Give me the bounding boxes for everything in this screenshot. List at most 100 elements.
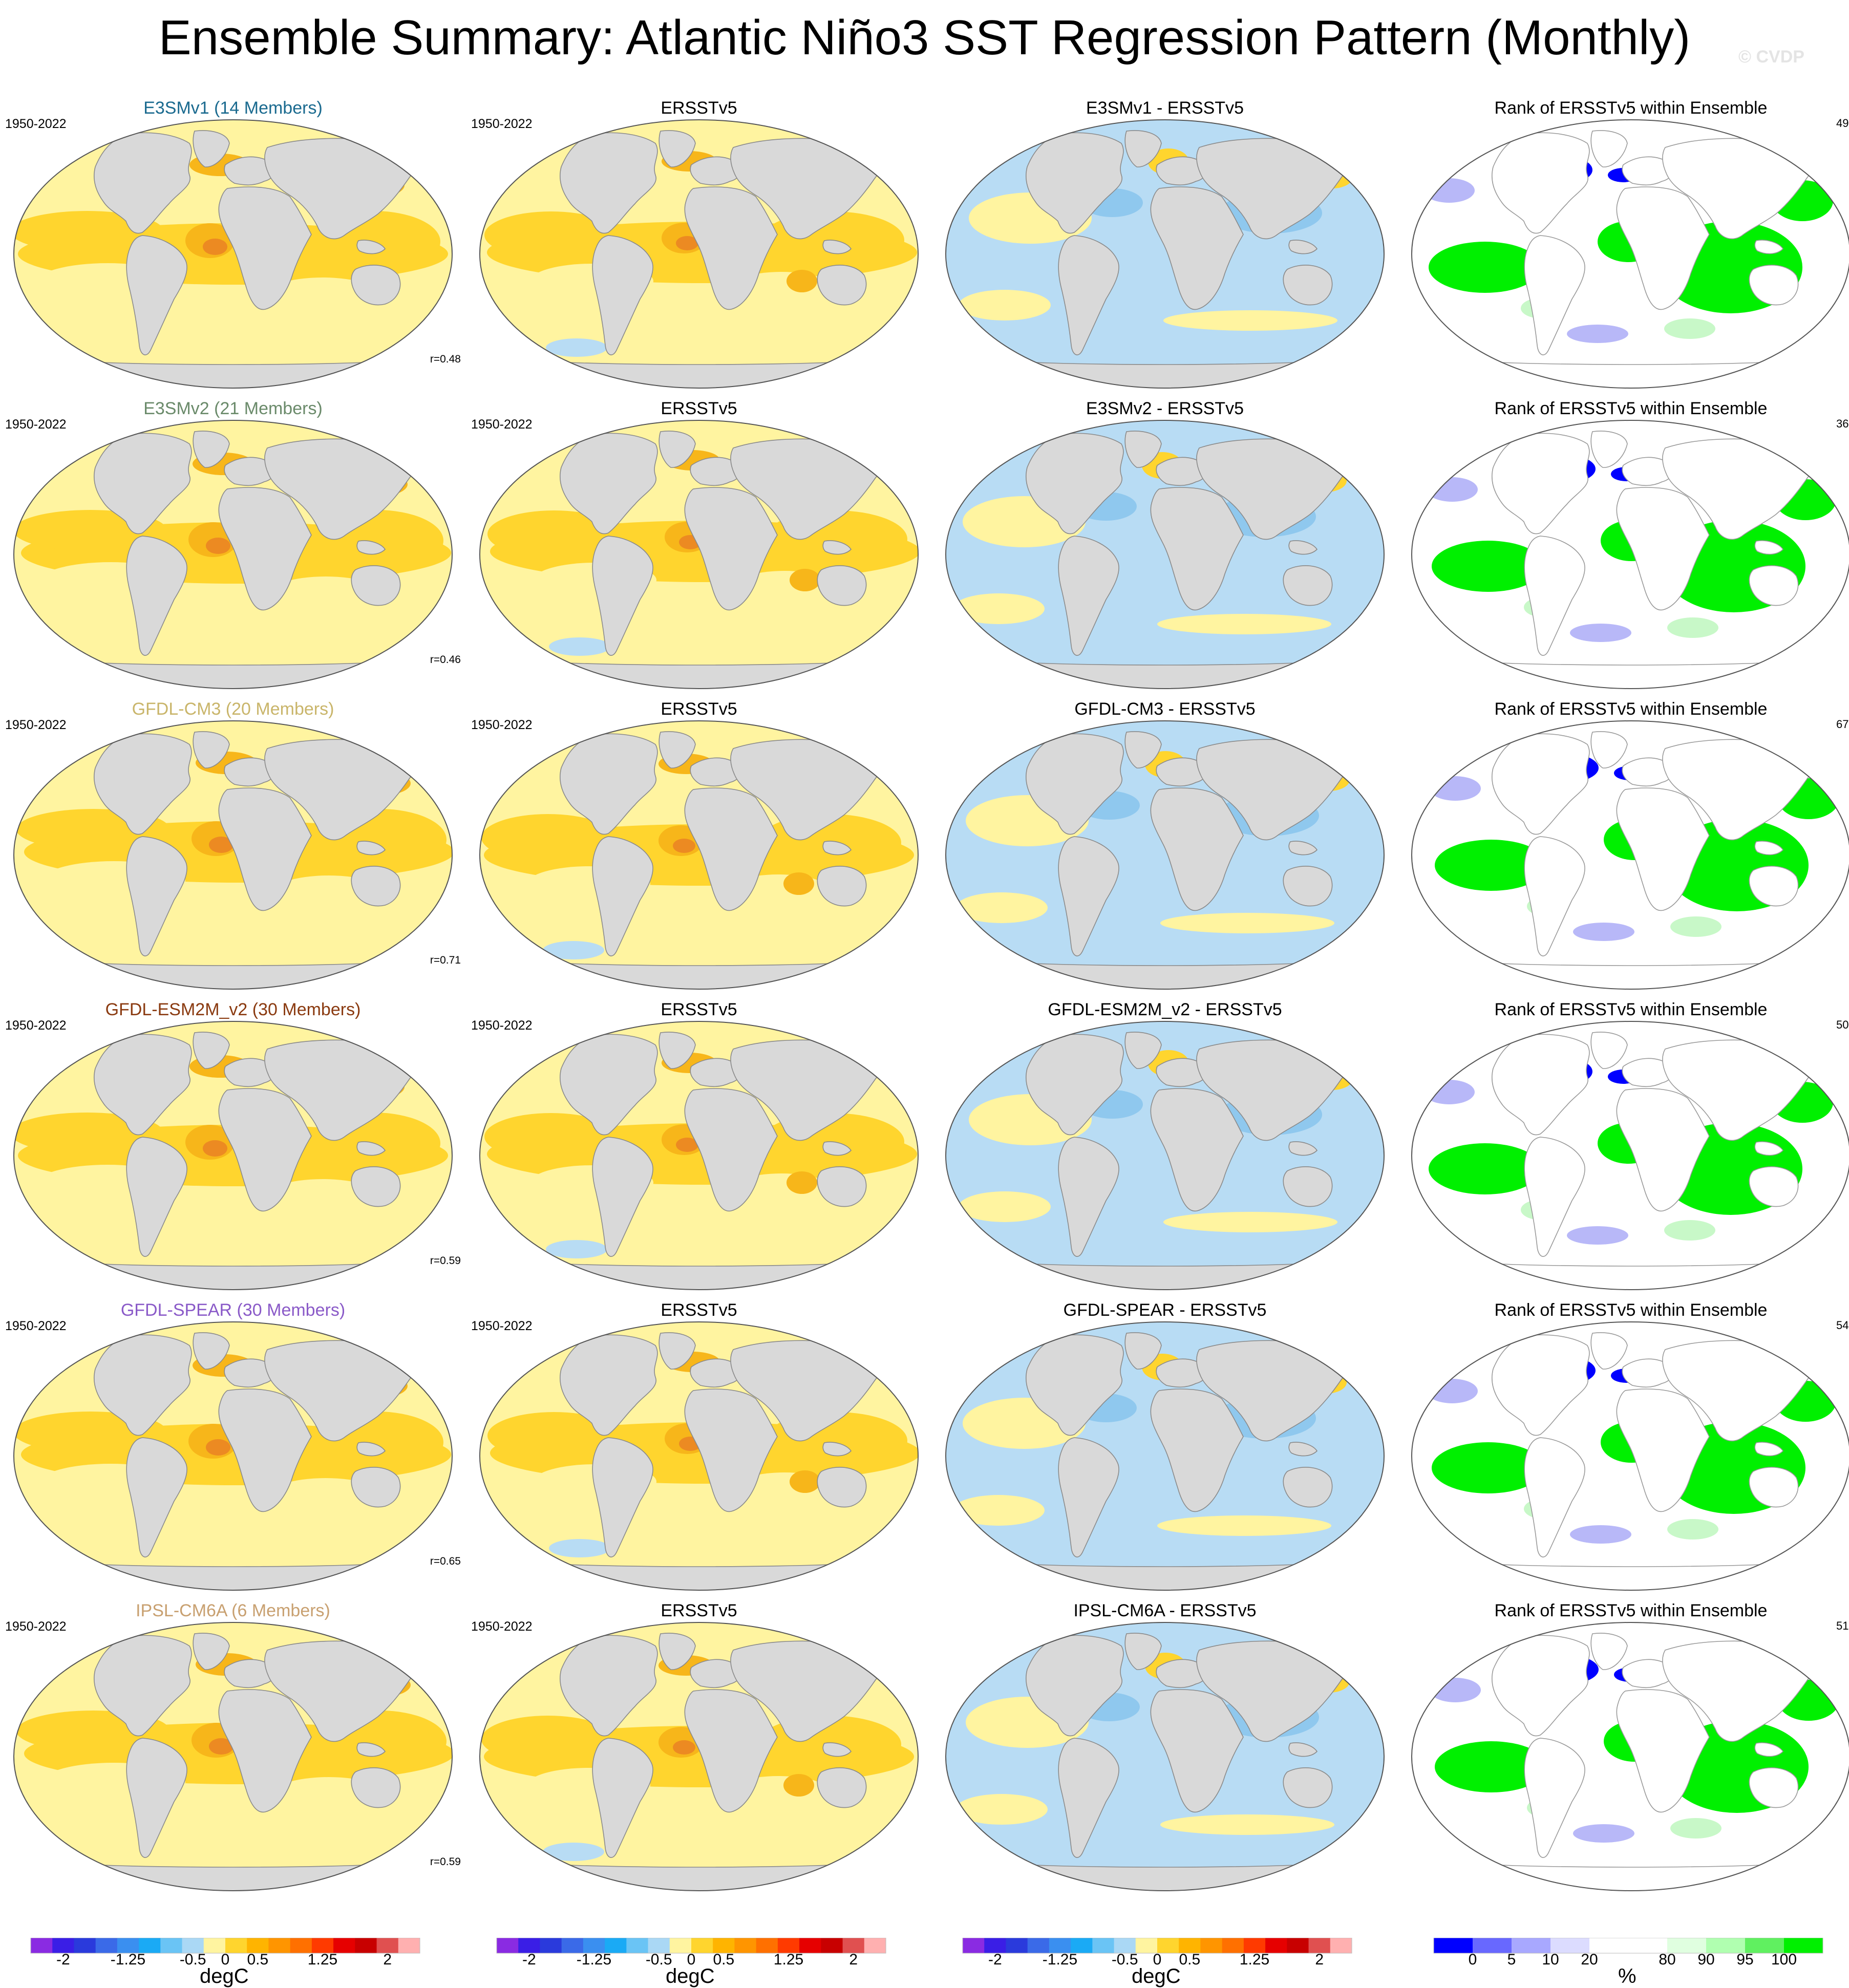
land-africa <box>1150 487 1244 611</box>
land-australia <box>351 265 401 306</box>
year-range: 1950-2022 <box>5 1018 67 1033</box>
colorbar-tick-label: 0 <box>221 1951 230 1966</box>
land-australia <box>817 866 867 907</box>
land-maritime <box>356 240 386 254</box>
field-anomaly <box>1573 923 1634 941</box>
watermark: © CVDP <box>1738 47 1804 67</box>
land-north-america <box>559 433 658 535</box>
panel-title: ERSSTv5 <box>661 1300 737 1320</box>
land-maritime <box>356 540 386 555</box>
map-border <box>945 420 1385 689</box>
world-map <box>479 1622 919 1891</box>
colorbar-units: % <box>1618 1965 1637 1987</box>
map-border <box>479 1622 919 1891</box>
rank-map-panel: Rank of ERSSTv5 within Ensemble 67% <box>1403 698 1849 998</box>
land-antarctica <box>480 1560 918 1590</box>
land-australia <box>1283 866 1333 907</box>
colorbar-swatch <box>1667 1938 1707 1953</box>
colorbar-swatch <box>1135 1938 1158 1953</box>
field-anomaly <box>959 1191 1051 1222</box>
colorbar: -2 -1.25 -0.5 0 0.5 1.25 2 <box>496 1938 886 1966</box>
field-anomaly <box>549 1539 610 1557</box>
land-antarctica <box>480 358 918 388</box>
land-maritime <box>356 1442 386 1457</box>
colorbar-units: degC <box>200 1965 249 1987</box>
field-anomaly <box>1435 840 1547 891</box>
land-south-america <box>126 1738 187 1858</box>
colorbar-swatch <box>1308 1938 1331 1953</box>
pattern-correlation: r=0.59 <box>430 1856 461 1868</box>
land-south-america <box>1058 836 1119 956</box>
land-north-america <box>559 132 658 234</box>
colorbar-swatch <box>561 1938 584 1953</box>
map-border <box>1411 1321 1849 1591</box>
panel-title: IPSL-CM6A (6 Members) <box>136 1601 330 1620</box>
land-south-america <box>592 1437 653 1557</box>
map-border <box>1411 420 1849 689</box>
field-anomaly <box>543 941 604 959</box>
pattern-correlation: r=0.65 <box>430 1555 461 1567</box>
field-anomaly <box>546 1240 607 1258</box>
colorbar-tick-label: 1.25 <box>774 1951 803 1966</box>
obs-map-panel: ERSSTv5 1950-2022 <box>471 97 927 397</box>
field-anomaly <box>790 569 820 591</box>
rank-percent: 50% <box>1836 1018 1849 1031</box>
rank-map-panel: Rank of ERSSTv5 within Ensemble 36% <box>1403 398 1849 697</box>
land-antarctica <box>480 959 918 989</box>
field-anomaly <box>1160 913 1334 933</box>
field-anomaly <box>481 814 614 861</box>
rank-map-panel: Rank of ERSSTv5 within Ensemble 54% <box>1403 1299 1849 1599</box>
land-maritime <box>1288 1141 1318 1156</box>
colorbar-swatch <box>268 1938 291 1953</box>
land-australia <box>817 565 867 606</box>
land-europe <box>690 1358 742 1388</box>
land-antarctica <box>1412 1259 1849 1290</box>
field-anomaly <box>34 476 105 503</box>
year-range: 1950-2022 <box>5 417 67 432</box>
land-europe <box>1156 757 1208 787</box>
land-south-america <box>592 1738 653 1858</box>
map-border <box>13 420 453 689</box>
rank-map-panel: Rank of ERSSTv5 within Ensemble 50% <box>1403 999 1849 1298</box>
land-antarctica <box>480 1861 918 1891</box>
colorbar-tick-label: 100 <box>1771 1951 1797 1966</box>
land-south-america <box>592 1137 653 1257</box>
colorbar-swatch <box>1222 1938 1244 1953</box>
land-greenland <box>1590 731 1628 768</box>
colorbar-units: degC <box>666 1965 715 1987</box>
colorbar-tick-label: 2 <box>383 1951 392 1966</box>
colorbar-swatch <box>1200 1938 1223 1953</box>
land-australia <box>351 866 401 907</box>
field-anomaly <box>1573 1824 1634 1843</box>
colorbar-tick-label: 90 <box>1697 1951 1714 1966</box>
field-anomaly <box>1670 1818 1722 1839</box>
field-anomaly <box>1670 916 1722 937</box>
panel-title: E3SMv1 - ERSSTv5 <box>1086 98 1244 118</box>
year-range: 1950-2022 <box>5 1619 67 1634</box>
field-anomaly <box>1570 1525 1631 1544</box>
land-north-america <box>1025 132 1124 234</box>
land-north-america <box>1025 433 1124 535</box>
land-north-america <box>93 733 192 835</box>
field-anomaly <box>487 510 621 558</box>
land-maritime <box>1754 540 1784 555</box>
land-maritime <box>1754 240 1784 254</box>
land-africa <box>218 487 312 611</box>
obs-map-panel: ERSSTv5 1950-2022 <box>471 1600 927 1899</box>
obs-map-panel: ERSSTv5 1950-2022 <box>471 999 927 1298</box>
land-greenland <box>1124 1332 1162 1370</box>
colorbar-swatch <box>963 1938 985 1953</box>
land-greenland <box>658 431 696 468</box>
land-australia <box>1749 565 1799 606</box>
colorbar-swatch <box>95 1938 118 1953</box>
colorbar-swatch <box>518 1938 540 1953</box>
land-europe <box>224 1659 276 1688</box>
colorbar-swatch <box>777 1938 800 1953</box>
land-maritime <box>822 841 852 856</box>
land-africa <box>684 1689 778 1813</box>
colorbar-tick-label: 0 <box>1469 1951 1477 1966</box>
land-africa <box>1616 1689 1710 1813</box>
page-title: Ensemble Summary: Atlantic Niño3 SST Reg… <box>158 10 1691 65</box>
land-greenland <box>658 1633 696 1670</box>
land-europe <box>1156 156 1208 186</box>
